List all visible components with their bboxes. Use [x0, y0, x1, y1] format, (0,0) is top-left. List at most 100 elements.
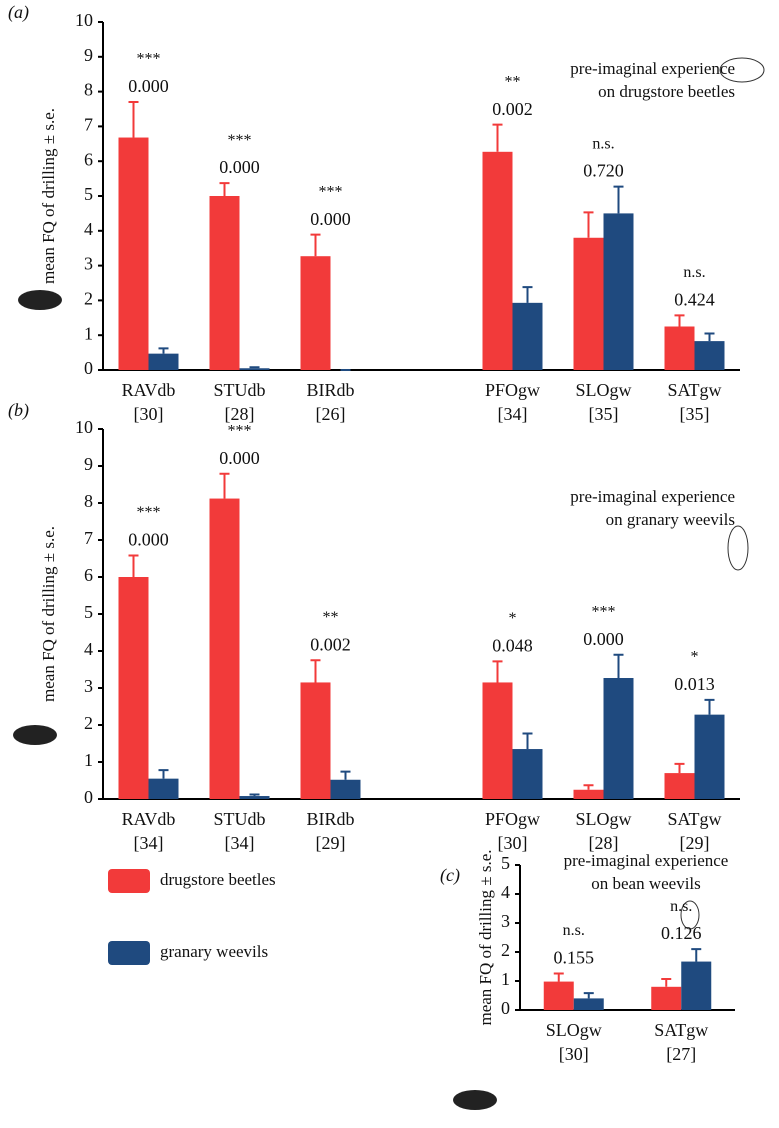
x-tick-label: BIRdb [306, 380, 354, 400]
p-value: 0.000 [583, 629, 624, 649]
error-bar [613, 653, 624, 679]
bar [330, 779, 361, 799]
bar [239, 368, 270, 370]
significance: *** [228, 422, 252, 439]
y-tick-label: 9 [84, 45, 93, 65]
y-tick-label: 3 [501, 911, 510, 931]
note: pre-imaginal experience [570, 487, 735, 506]
y-tick-label: 5 [501, 853, 510, 873]
y-tick-label: 2 [501, 940, 510, 960]
sample-size: [35] [589, 404, 619, 424]
error-bar [583, 211, 594, 238]
y-tick-label: 3 [84, 676, 93, 696]
significance: *** [228, 132, 252, 149]
y-tick-label: 7 [84, 115, 93, 135]
legend-label: granary weevils [160, 942, 268, 961]
x-tick-label: PFOgw [485, 380, 540, 400]
y-tick-label: 2 [84, 713, 93, 733]
error-bar [522, 286, 533, 303]
error-bar [128, 101, 139, 138]
error-bar [553, 972, 564, 982]
y-tick-label: 8 [84, 80, 93, 100]
note: on granary weevils [606, 510, 735, 529]
significance: ** [323, 609, 339, 626]
x-tick-label: SLOgw [575, 809, 631, 829]
error-bar [613, 185, 624, 214]
note: pre-imaginal experience [570, 59, 735, 78]
error-bar [661, 977, 672, 987]
sample-size: [29] [316, 833, 346, 853]
error-bar [522, 732, 533, 750]
x-tick-label: SLOgw [546, 1020, 602, 1040]
error-bar [219, 182, 230, 196]
bar [573, 998, 604, 1010]
insect-icon [13, 290, 497, 1110]
error-bar [704, 332, 715, 342]
p-value: 0.126 [661, 923, 702, 943]
sample-size: [27] [666, 1044, 696, 1064]
bar [694, 714, 725, 799]
x-tick-label: SATgw [667, 380, 721, 400]
error-bar [128, 554, 139, 577]
y-tick-label: 8 [84, 491, 93, 511]
y-tick-label: 0 [84, 787, 93, 807]
y-tick-label: 5 [84, 184, 93, 204]
error-bar [158, 769, 169, 779]
error-bar [492, 660, 503, 683]
y-tick-label: 4 [84, 639, 93, 659]
bar [573, 237, 604, 370]
bar [573, 789, 604, 799]
significance: *** [592, 603, 616, 620]
error-bar [583, 784, 594, 790]
significance: * [509, 610, 517, 627]
significance: *** [137, 504, 161, 521]
bar [512, 749, 543, 799]
bar [664, 773, 695, 799]
p-value: 0.000 [219, 157, 260, 177]
bar [118, 577, 149, 799]
bar [148, 778, 179, 799]
y-tick-label: 1 [84, 750, 93, 770]
bar [148, 353, 179, 370]
sample-size: [35] [680, 404, 710, 424]
bar [118, 137, 149, 370]
bar [664, 326, 695, 370]
bar [300, 256, 331, 370]
error-bar [674, 314, 685, 327]
y-axis-label: mean FQ of drilling ± s.e. [476, 849, 495, 1025]
sample-size: [30] [134, 404, 164, 424]
p-value: 0.013 [674, 674, 715, 694]
p-value: 0.048 [492, 635, 533, 655]
y-tick-label: 7 [84, 528, 93, 548]
error-bar [583, 992, 594, 999]
bar [543, 981, 574, 1010]
sample-size: [28] [589, 833, 619, 853]
y-tick-label: 3 [84, 254, 93, 274]
significance: n.s. [592, 135, 614, 152]
sample-size: [30] [498, 833, 528, 853]
significance: ** [505, 73, 521, 90]
y-tick-label: 2 [84, 289, 93, 309]
bar [603, 678, 634, 799]
y-tick-label: 6 [84, 565, 93, 585]
bar [482, 682, 513, 799]
note: on bean weevils [591, 874, 701, 893]
bar [651, 986, 682, 1010]
sample-size: [29] [680, 833, 710, 853]
bar [300, 682, 331, 799]
y-tick-label: 6 [84, 149, 93, 169]
y-tick-label: 10 [75, 417, 93, 437]
error-bar [249, 366, 260, 369]
x-tick-label: BIRdb [306, 809, 354, 829]
error-bar [704, 698, 715, 715]
x-tick-label: RAVdb [122, 380, 176, 400]
error-bar [492, 123, 503, 152]
panel-label: (a) [8, 2, 29, 23]
error-bar [310, 233, 321, 257]
p-value: 0.000 [219, 448, 260, 468]
note: on drugstore beetles [598, 82, 735, 101]
bar [239, 796, 270, 799]
beetle-icon [680, 57, 765, 930]
p-value: 0.000 [310, 209, 351, 229]
